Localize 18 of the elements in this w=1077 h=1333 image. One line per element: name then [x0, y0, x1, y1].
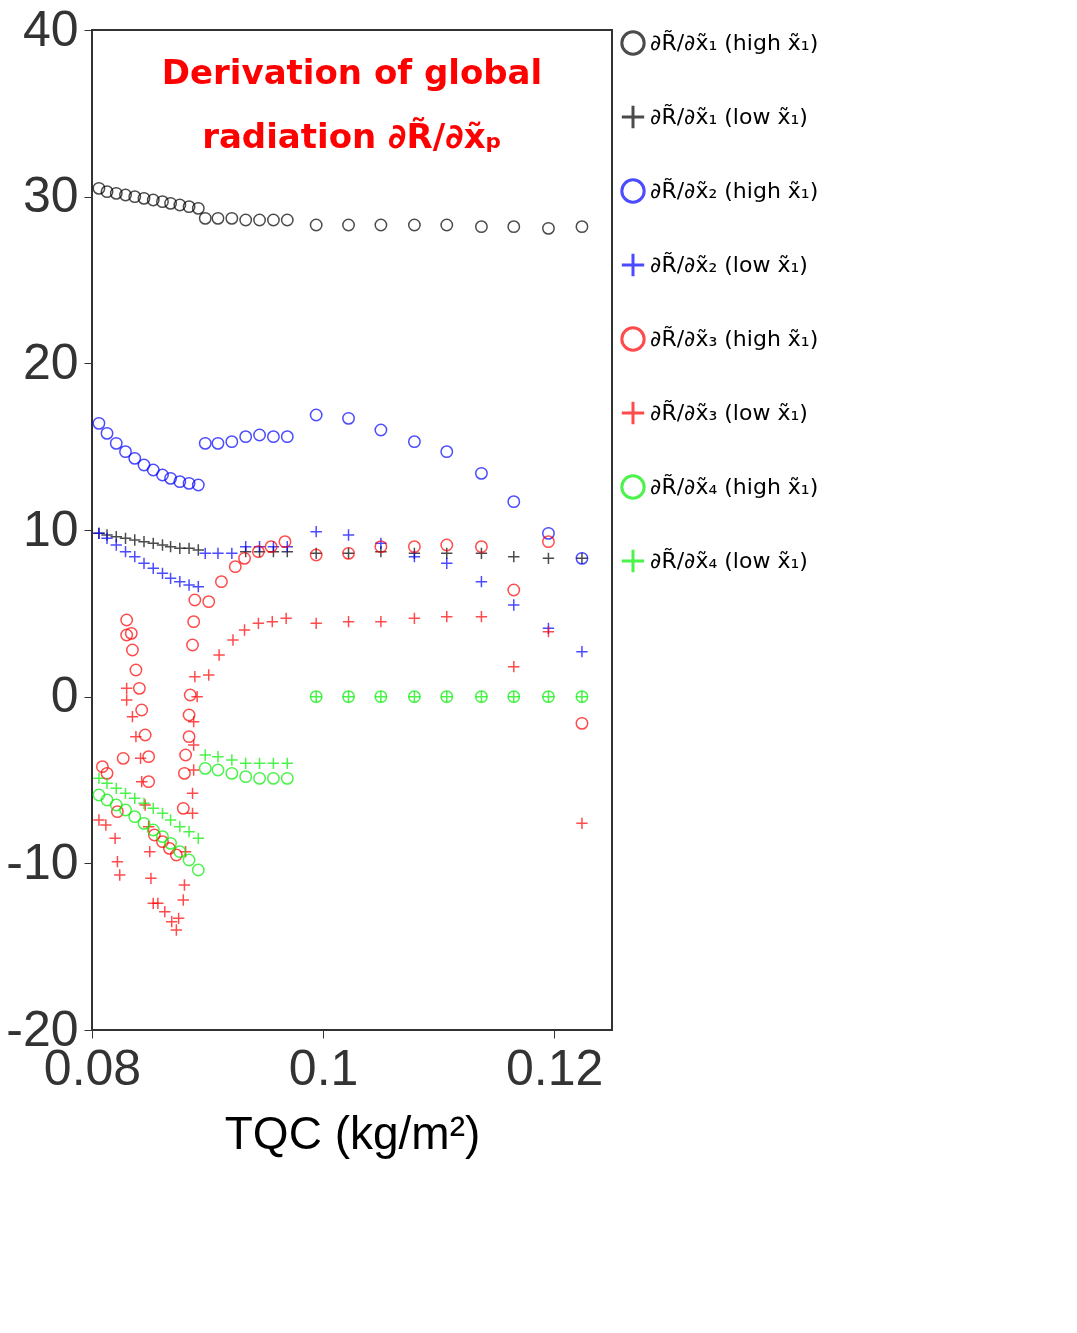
x-tick-label: 0.12 — [506, 1039, 604, 1096]
y-tick-label: 20 — [22, 333, 79, 390]
y-tick-label: 0 — [50, 667, 79, 724]
legend-label: ∂R̃/∂x̃₂ (high x̃₁) — [650, 177, 819, 203]
x-axis-title: TQC (kg/m²) — [224, 1106, 481, 1159]
legend-label: ∂R̃/∂x̃₂ (low x̃₁) — [650, 251, 808, 277]
y-tick-label: 10 — [22, 500, 79, 557]
legend-label: ∂R̃/∂x̃₃ (low x̃₁) — [650, 399, 808, 425]
legend-label: ∂R̃/∂x̃₁ (high x̃₁) — [650, 29, 819, 55]
x-tick-label: 0.1 — [288, 1039, 359, 1096]
y-tick-label: 40 — [22, 0, 79, 57]
y-tick-label: -10 — [6, 833, 79, 890]
legend-label: ∂R̃/∂x̃₃ (high x̃₁) — [650, 325, 819, 351]
legend-label: ∂R̃/∂x̃₄ (low x̃₁) — [650, 547, 808, 573]
text: Derivation of global radiation ∂R̃/∂x̃ₚ — [161, 52, 543, 156]
legend-label: ∂R̃/∂x̃₄ (high x̃₁) — [650, 473, 819, 499]
y-tick-label: 30 — [22, 167, 79, 224]
legend-label: ∂R̃/∂x̃₁ (low x̃₁) — [650, 103, 808, 129]
